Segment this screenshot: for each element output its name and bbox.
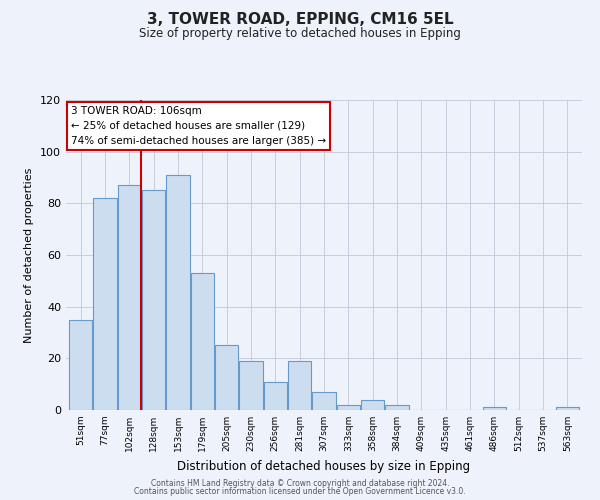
Bar [239,361,263,410]
Bar [556,408,579,410]
Text: Size of property relative to detached houses in Epping: Size of property relative to detached ho… [139,28,461,40]
Bar [264,382,287,410]
Bar [215,346,238,410]
Bar [361,400,384,410]
Bar [288,361,311,410]
Bar [118,185,141,410]
Text: Contains HM Land Registry data © Crown copyright and database right 2024.: Contains HM Land Registry data © Crown c… [151,478,449,488]
Bar [337,405,360,410]
Text: Contains public sector information licensed under the Open Government Licence v3: Contains public sector information licen… [134,487,466,496]
Text: 3 TOWER ROAD: 106sqm
← 25% of detached houses are smaller (129)
74% of semi-deta: 3 TOWER ROAD: 106sqm ← 25% of detached h… [71,106,326,146]
X-axis label: Distribution of detached houses by size in Epping: Distribution of detached houses by size … [178,460,470,472]
Bar [191,273,214,410]
Bar [166,175,190,410]
Bar [313,392,335,410]
Bar [94,198,116,410]
Y-axis label: Number of detached properties: Number of detached properties [25,168,34,342]
Text: 3, TOWER ROAD, EPPING, CM16 5EL: 3, TOWER ROAD, EPPING, CM16 5EL [146,12,454,28]
Bar [69,320,92,410]
Bar [385,405,409,410]
Bar [483,408,506,410]
Bar [142,190,165,410]
